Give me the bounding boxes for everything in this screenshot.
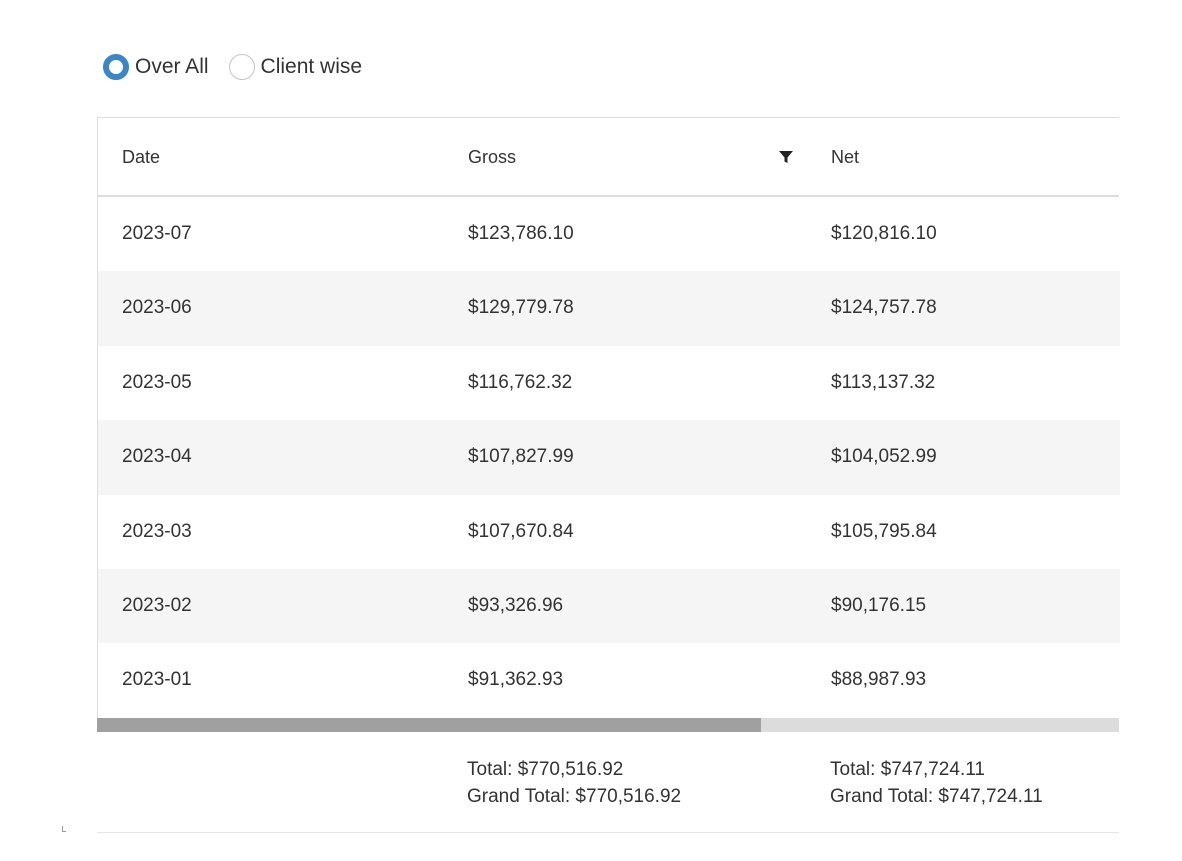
net-totals: Total: $747,724.11 Grand Total: $747,724…: [830, 756, 1043, 810]
radio-client-wise-label[interactable]: Client wise: [260, 55, 363, 78]
filter-icon[interactable]: [778, 149, 794, 165]
table-row[interactable]: 2023-01 $91,362.93 $88,987.93: [98, 643, 1120, 717]
table-row[interactable]: 2023-03 $107,670.84 $105,795.84: [98, 495, 1120, 569]
cell-date: 2023-01: [122, 669, 192, 691]
gross-total: Total: $770,516.92: [467, 759, 624, 780]
cell-gross: $93,326.96: [468, 595, 564, 616]
column-header-date[interactable]: Date: [122, 147, 161, 167]
resize-corner-icon: [62, 826, 66, 832]
grid-body: 2023-07 $123,786.10 $120,816.10 2023-06 …: [97, 197, 1120, 718]
table-row[interactable]: 2023-02 $93,326.96 $90,176.15: [98, 569, 1120, 644]
cell-gross: $123,786.10: [468, 223, 574, 244]
cell-net: $113,137.32: [831, 371, 936, 393]
cell-gross: $107,670.84: [468, 520, 574, 542]
grid-footer-totals: Total: $770,516.92 Grand Total: $770,516…: [97, 732, 1119, 833]
gross-totals: Total: $770,516.92 Grand Total: $770,516…: [467, 756, 681, 810]
column-header-net[interactable]: Net: [831, 147, 860, 167]
cell-gross: $116,762.32: [468, 371, 573, 393]
cell-date: 2023-05: [122, 371, 192, 393]
table-row[interactable]: 2023-07 $123,786.10 $120,816.10: [98, 197, 1120, 271]
table-row[interactable]: 2023-05 $116,762.32 $113,137.32: [98, 346, 1120, 420]
scrollbar-thumb[interactable]: [97, 718, 761, 732]
cell-gross: $107,827.99: [468, 446, 574, 468]
radio-over-all[interactable]: Over All: [103, 54, 209, 80]
column-header-gross[interactable]: Gross: [468, 147, 517, 167]
cell-date: 2023-06: [122, 297, 192, 319]
table-row[interactable]: 2023-04 $107,827.99 $104,052.99: [98, 420, 1120, 495]
cell-date: 2023-04: [122, 446, 192, 468]
grid-header: Date Gross Net: [97, 117, 1119, 197]
cell-date: 2023-02: [122, 595, 192, 616]
table-row[interactable]: 2023-06 $129,779.78 $124,757.78: [98, 271, 1120, 346]
cell-net: $88,987.93: [831, 669, 927, 691]
radio-over-all-label[interactable]: Over All: [135, 55, 209, 78]
radio-client-wise[interactable]: Client wise: [228, 54, 363, 80]
cell-net: $120,816.10: [831, 223, 937, 244]
cell-gross: $129,779.78: [468, 297, 574, 319]
radio-selected-icon[interactable]: [103, 54, 129, 80]
cell-date: 2023-07: [122, 223, 192, 244]
radio-unselected-icon[interactable]: [228, 54, 255, 80]
cell-net: $105,795.84: [831, 520, 937, 542]
net-total: Total: $747,724.11: [830, 759, 985, 780]
report-grid: Date Gross Net 2023-07 $123,786.10 $120,…: [97, 117, 1120, 833]
gross-grand-total: Grand Total: $770,516.92: [467, 786, 682, 807]
horizontal-scrollbar[interactable]: [97, 718, 1119, 732]
net-grand-total: Grand Total: $747,724.11: [830, 786, 1043, 807]
cell-net: $90,176.15: [831, 595, 927, 616]
view-mode-radio-group: Over All Client wise: [103, 52, 382, 82]
cell-gross: $91,362.93: [468, 669, 564, 691]
cell-net: $124,757.78: [831, 297, 937, 319]
cell-net: $104,052.99: [831, 446, 937, 468]
cell-date: 2023-03: [122, 520, 192, 542]
